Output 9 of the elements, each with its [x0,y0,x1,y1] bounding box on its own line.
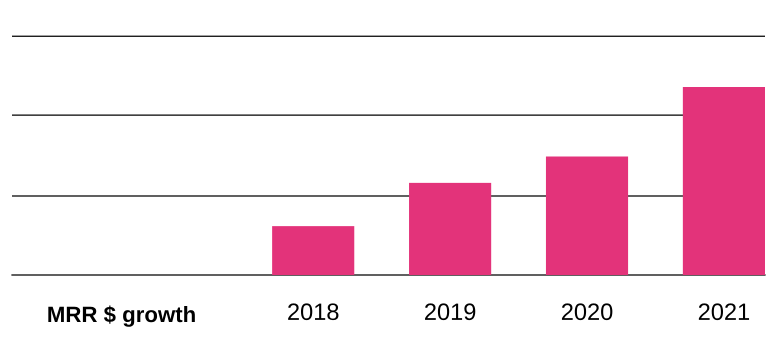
x-tick-label: 2018 [288,303,338,320]
bar [682,86,765,275]
x-tick-label: 2021 [698,303,750,320]
x-tick-label: 2019 [425,303,476,320]
bar [272,226,354,275]
bar [546,156,628,275]
x-axis-title: MRR $ growth [48,306,195,327]
x-tick-label: 2020 [562,303,612,320]
bar [409,182,492,275]
